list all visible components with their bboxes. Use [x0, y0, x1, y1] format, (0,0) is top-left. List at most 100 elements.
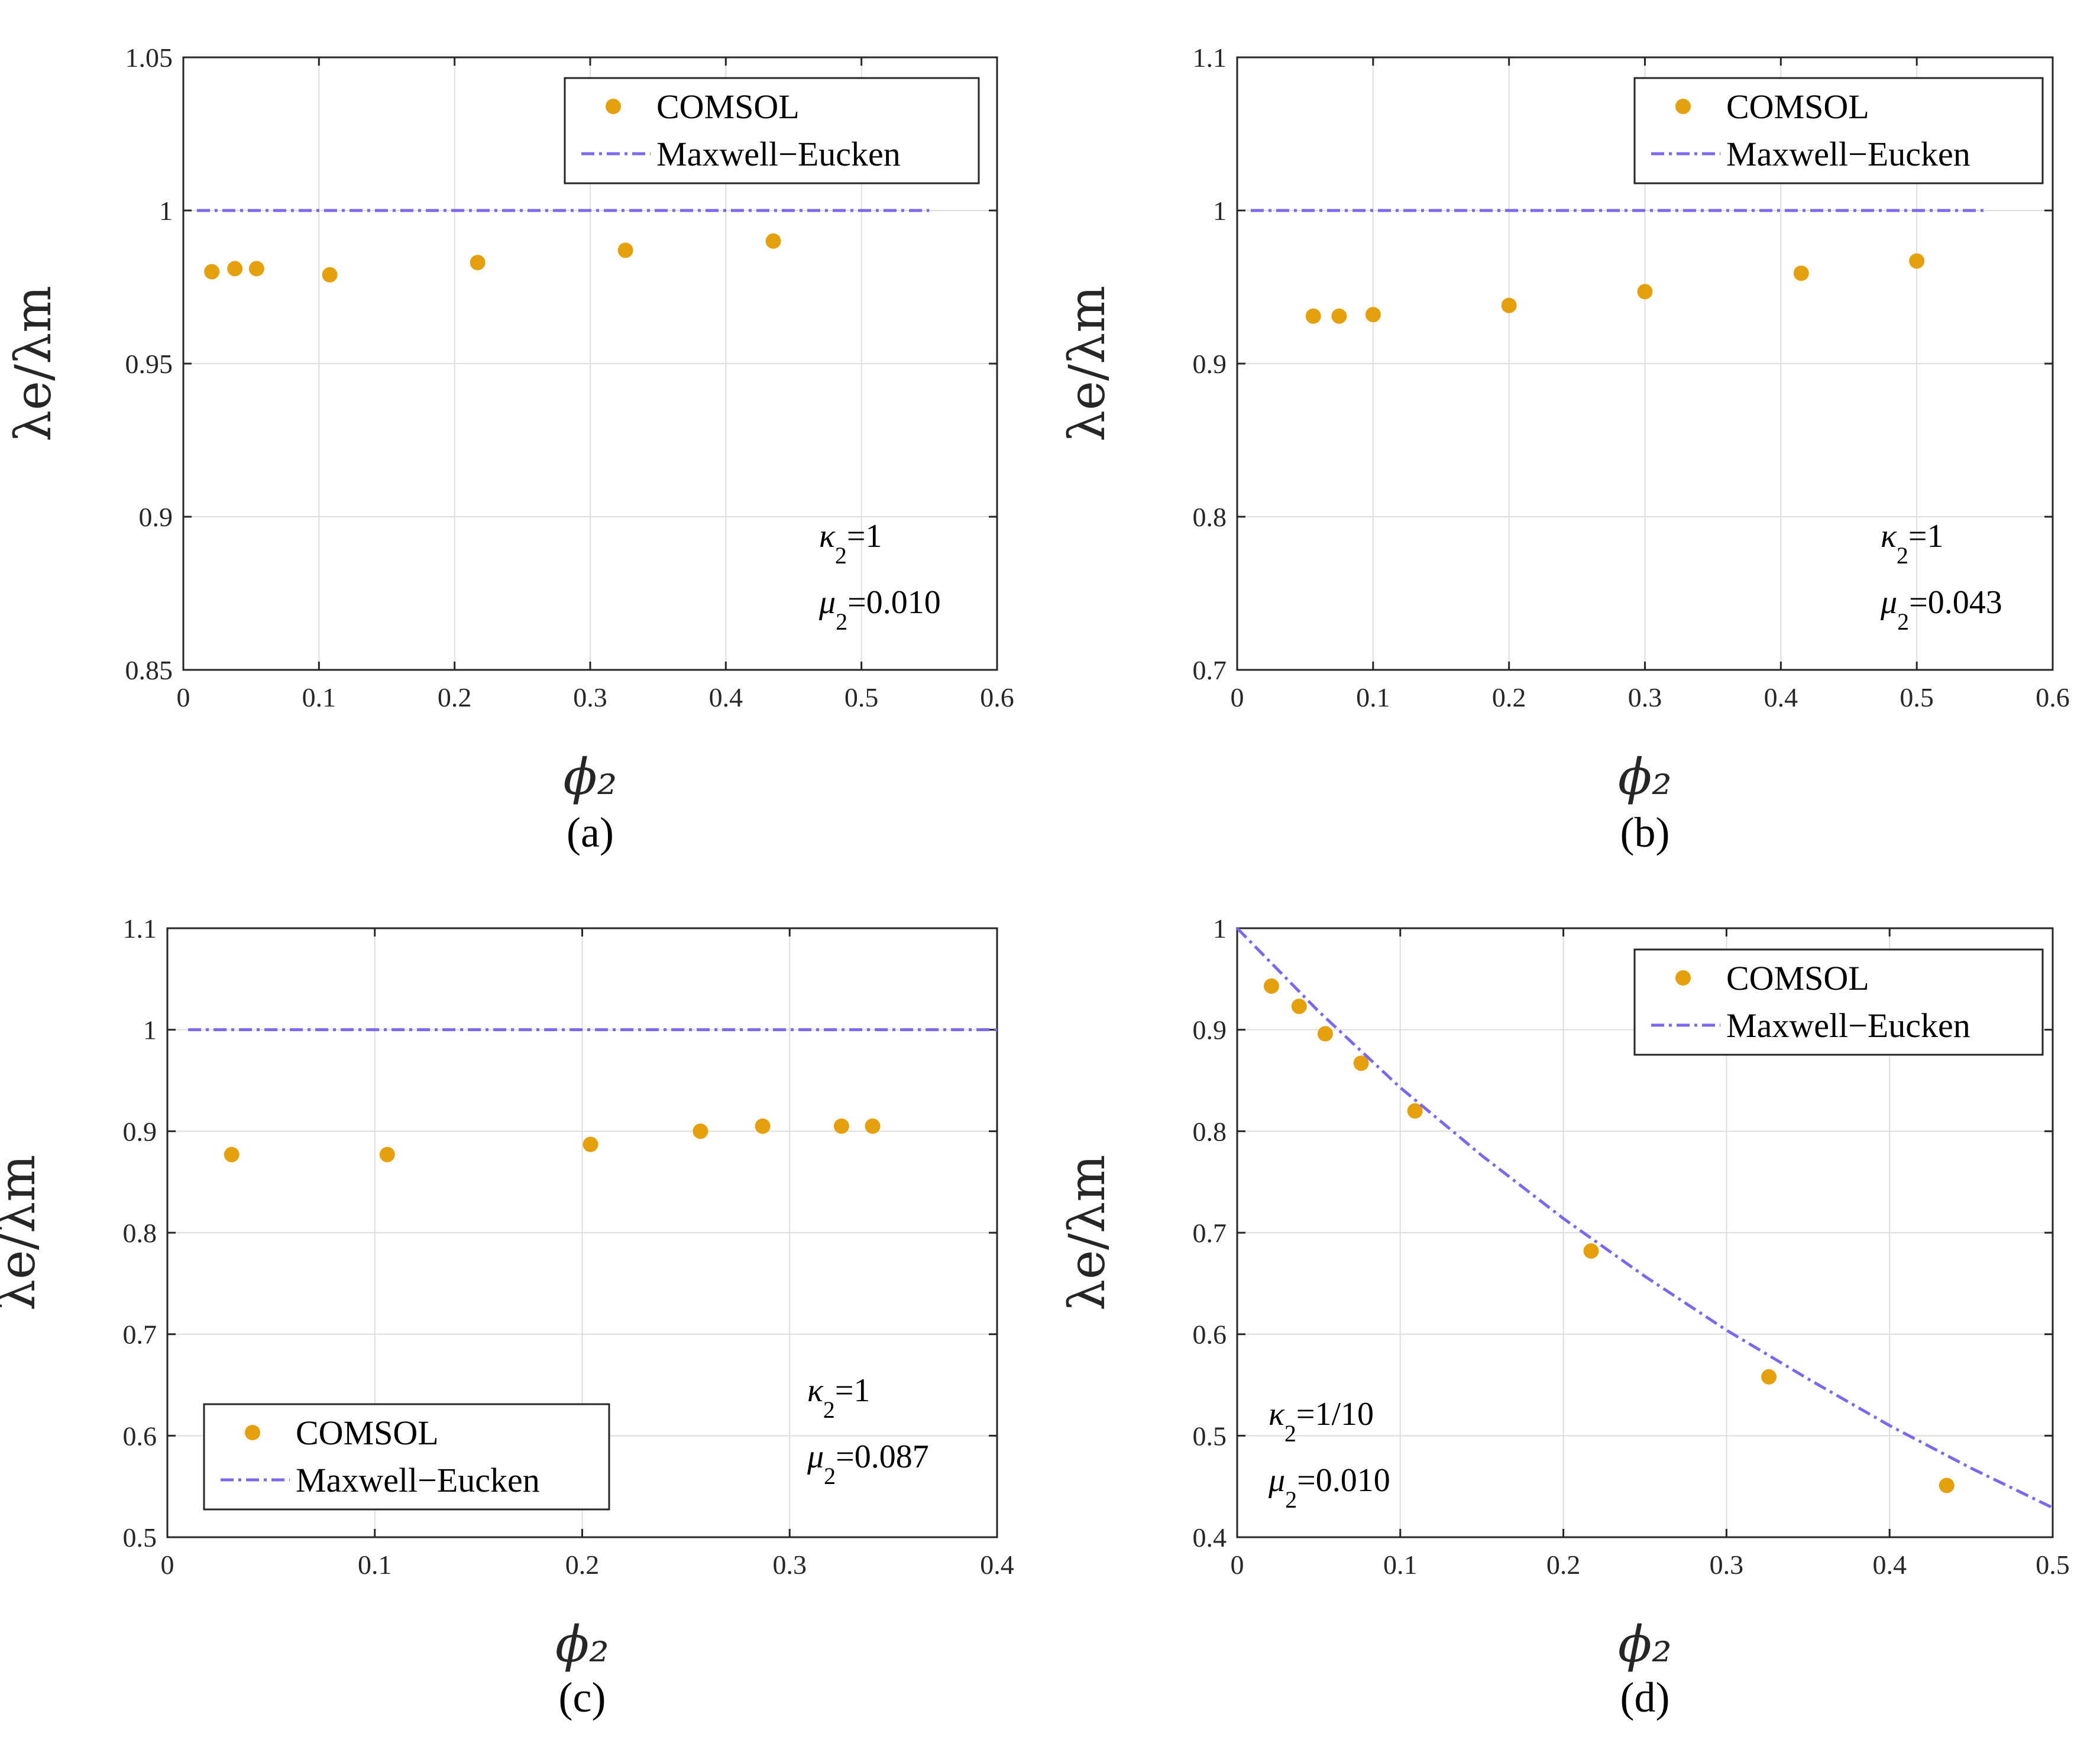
- annotation-line: κ2=1: [807, 1372, 870, 1423]
- y-tick-label: 1.1: [123, 913, 157, 944]
- x-tick-label: 0.4: [980, 1550, 1014, 1580]
- comsol-point: [248, 261, 264, 277]
- panel-label: (a): [567, 809, 614, 856]
- y-tick-label: 0.85: [125, 655, 173, 685]
- annotation-subscript: 2: [1897, 542, 1908, 569]
- y-tick-label: 0.95: [125, 349, 173, 379]
- annotation-value: =1: [847, 518, 882, 555]
- comsol-point: [1939, 1477, 1955, 1493]
- comsol-point: [1761, 1369, 1777, 1385]
- y-tick-label: 0.8: [123, 1218, 157, 1248]
- x-tick-label: 0.1: [1383, 1550, 1418, 1580]
- annotation-symbol: μ: [1880, 584, 1897, 621]
- x-tick-label: 0.2: [1492, 682, 1526, 712]
- legend-comsol-marker: [1675, 970, 1691, 986]
- legend-comsol-label: COMSOL: [296, 1414, 439, 1452]
- x-tick-label: 0.1: [302, 682, 336, 712]
- annotation-symbol: μ: [818, 584, 836, 621]
- comsol-point: [1263, 978, 1279, 994]
- comsol-point: [470, 255, 486, 271]
- x-tick-label: 0: [1231, 1550, 1244, 1580]
- y-tick-label: 0.6: [1193, 1320, 1227, 1350]
- annotation-line: κ2=1: [819, 518, 882, 569]
- chart-panel-a: 0 0.1 0.2 0.3 0.4 0.5 0.6 0.85 0.9 0.95 1 1.05 ϕ₂ λe/…: [4, 43, 1014, 856]
- x-tick-label: 0.1: [1356, 682, 1390, 712]
- comsol-point: [204, 264, 220, 280]
- x-tick-label: 0.3: [1710, 1550, 1744, 1580]
- y-tick-label: 0.7: [1193, 1218, 1227, 1248]
- comsol-point: [1583, 1243, 1599, 1259]
- chart-panel-d: 0 0.1 0.2 0.3 0.4 0.5 0.4 0.5 0.6 0.7 0.8 0.9 1 ϕ₂ λe/…: [1058, 913, 2070, 1721]
- y-tick-label: 0.8: [1193, 1116, 1227, 1146]
- legend-box: [1633, 77, 2044, 184]
- x-tick-label: 0.5: [1900, 682, 1934, 712]
- comsol-point: [1365, 307, 1381, 323]
- annotation-value: =1/10: [1296, 1396, 1374, 1433]
- comsol-point: [765, 233, 781, 249]
- legend-maxwell-label: Maxwell−Eucken: [1726, 135, 1970, 173]
- x-tick-label: 0: [177, 682, 190, 712]
- annotation-subscript: 2: [835, 542, 847, 569]
- annotation-symbol: κ: [1269, 1396, 1285, 1433]
- y-tick-label: 1: [1213, 913, 1227, 944]
- x-tick-label: 0.2: [565, 1550, 600, 1580]
- annotation-value: =0.010: [847, 584, 941, 621]
- y-tick-label: 1.1: [1193, 43, 1227, 73]
- panel-label: (c): [559, 1674, 606, 1721]
- x-tick-label: 0.3: [1628, 682, 1662, 712]
- x-axis-title: ϕ₂: [1618, 1615, 1672, 1673]
- chart-panel-c: 0 0.1 0.2 0.3 0.4 0.5 0.6 0.7 0.8 0.9 1 1.1 ϕ₂ λe/λm (…: [0, 913, 1014, 1721]
- annotation-symbol: μ: [1268, 1462, 1285, 1499]
- annotation-subscript: 2: [824, 1463, 836, 1489]
- annotation-line: μ2=0.043: [1880, 584, 2002, 635]
- annotation-subscript: 2: [1285, 1486, 1297, 1513]
- annotation-symbol: κ: [807, 1372, 824, 1409]
- y-tick-label: 0.9: [1193, 349, 1227, 379]
- annotation-symbol: κ: [819, 518, 836, 555]
- y-tick-label: 0.9: [123, 1116, 157, 1146]
- legend-box: [564, 77, 980, 184]
- comsol-point: [755, 1118, 771, 1134]
- x-tick-label: 0.2: [1546, 1550, 1581, 1580]
- annotation-subscript: 2: [1897, 608, 1909, 635]
- annotation-subscript: 2: [836, 608, 847, 635]
- legend-maxwell-label: Maxwell−Eucken: [656, 135, 901, 173]
- x-tick-label: 0.1: [358, 1550, 392, 1580]
- y-tick-label: 0.8: [1193, 502, 1227, 532]
- comsol-point: [1291, 999, 1307, 1015]
- x-tick-label: 0: [161, 1550, 174, 1580]
- x-axis-title: ϕ₂: [564, 748, 617, 806]
- comsol-point: [617, 242, 633, 258]
- comsol-point: [1793, 265, 1809, 281]
- comsol-point: [379, 1146, 395, 1162]
- legend-maxwell-label: Maxwell−Eucken: [296, 1461, 540, 1499]
- y-tick-label: 0.7: [1193, 655, 1227, 685]
- y-tick-label: 0.6: [123, 1421, 157, 1451]
- x-tick-label: 0.6: [980, 682, 1014, 712]
- annotation-value: =1: [835, 1372, 871, 1409]
- panel-label: (d): [1620, 1674, 1670, 1721]
- x-tick-label: 0.4: [709, 682, 743, 712]
- comsol-point: [1305, 308, 1321, 324]
- comsol-point: [1331, 308, 1347, 324]
- x-tick-label: 0: [1231, 682, 1244, 712]
- legend-box: [1633, 948, 2044, 1056]
- y-axis-title: λe/λm: [0, 1155, 46, 1311]
- x-tick-label: 0.4: [1872, 1550, 1907, 1580]
- y-tick-label: 1: [143, 1015, 157, 1045]
- y-tick-label: 0.7: [123, 1320, 157, 1350]
- panel-label: (b): [1620, 809, 1670, 856]
- legend: COMSOL Maxwell−Eucken: [1633, 948, 2044, 1056]
- annotation-line: μ2=0.010: [818, 584, 941, 635]
- y-tick-label: 1: [159, 196, 173, 226]
- comsol-point: [322, 267, 338, 283]
- comsol-point: [1637, 284, 1653, 300]
- x-axis-title: ϕ₂: [555, 1615, 609, 1673]
- legend-comsol-marker: [245, 1425, 260, 1440]
- comsol-point: [833, 1118, 849, 1134]
- legend-comsol-label: COMSOL: [1726, 88, 1869, 126]
- chart-panel-b: 0 0.1 0.2 0.3 0.4 0.5 0.6 0.7 0.8 0.9 1 1.1 ϕ₂ λe/λm (…: [1058, 43, 2070, 856]
- legend-comsol-label: COMSOL: [656, 88, 800, 126]
